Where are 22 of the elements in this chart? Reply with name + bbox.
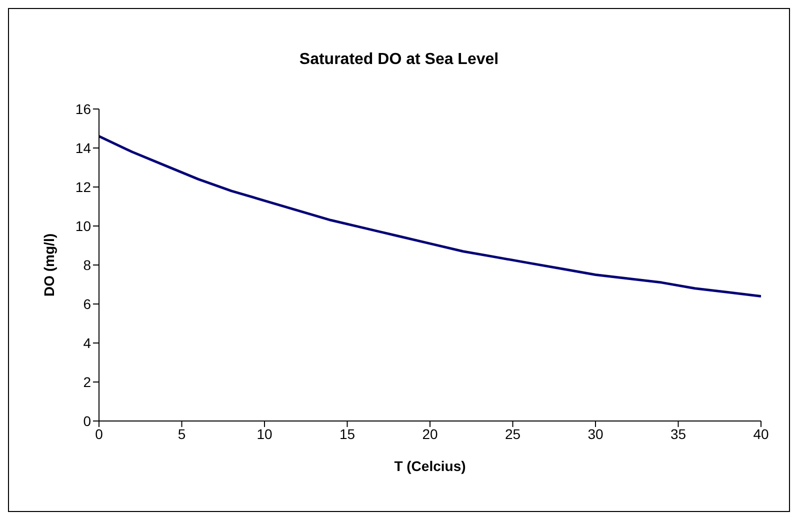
y-tick-label: 6 bbox=[83, 296, 92, 312]
x-tick-label: 0 bbox=[95, 426, 104, 442]
y-tick-label: 8 bbox=[83, 256, 92, 273]
y-tick-label: 0 bbox=[83, 412, 92, 429]
chart-title: Saturated DO at Sea Level bbox=[298, 51, 500, 69]
x-tick-label: 30 bbox=[588, 426, 604, 442]
x-tick-label: 40 bbox=[753, 426, 769, 442]
y-axis-title: DO (mg/l) bbox=[40, 234, 57, 296]
y-tick-label: 16 bbox=[75, 100, 92, 117]
y-tick-label: 10 bbox=[75, 218, 92, 234]
x-axis-title: T (Celcius) bbox=[394, 458, 466, 474]
x-tick-label: 15 bbox=[339, 426, 356, 442]
x-tick-label: 20 bbox=[422, 426, 438, 442]
y-tick-label: 4 bbox=[83, 334, 92, 351]
x-tick-label: 25 bbox=[504, 426, 521, 442]
x-tick-label: 10 bbox=[256, 426, 272, 442]
y-tick-label: 2 bbox=[83, 374, 92, 390]
line-series bbox=[99, 135, 761, 298]
y-tick-label: 12 bbox=[75, 178, 92, 195]
x-tick-label: 35 bbox=[670, 426, 686, 442]
x-tick-label: 5 bbox=[178, 426, 186, 442]
y-tick-label: 14 bbox=[75, 140, 92, 156]
